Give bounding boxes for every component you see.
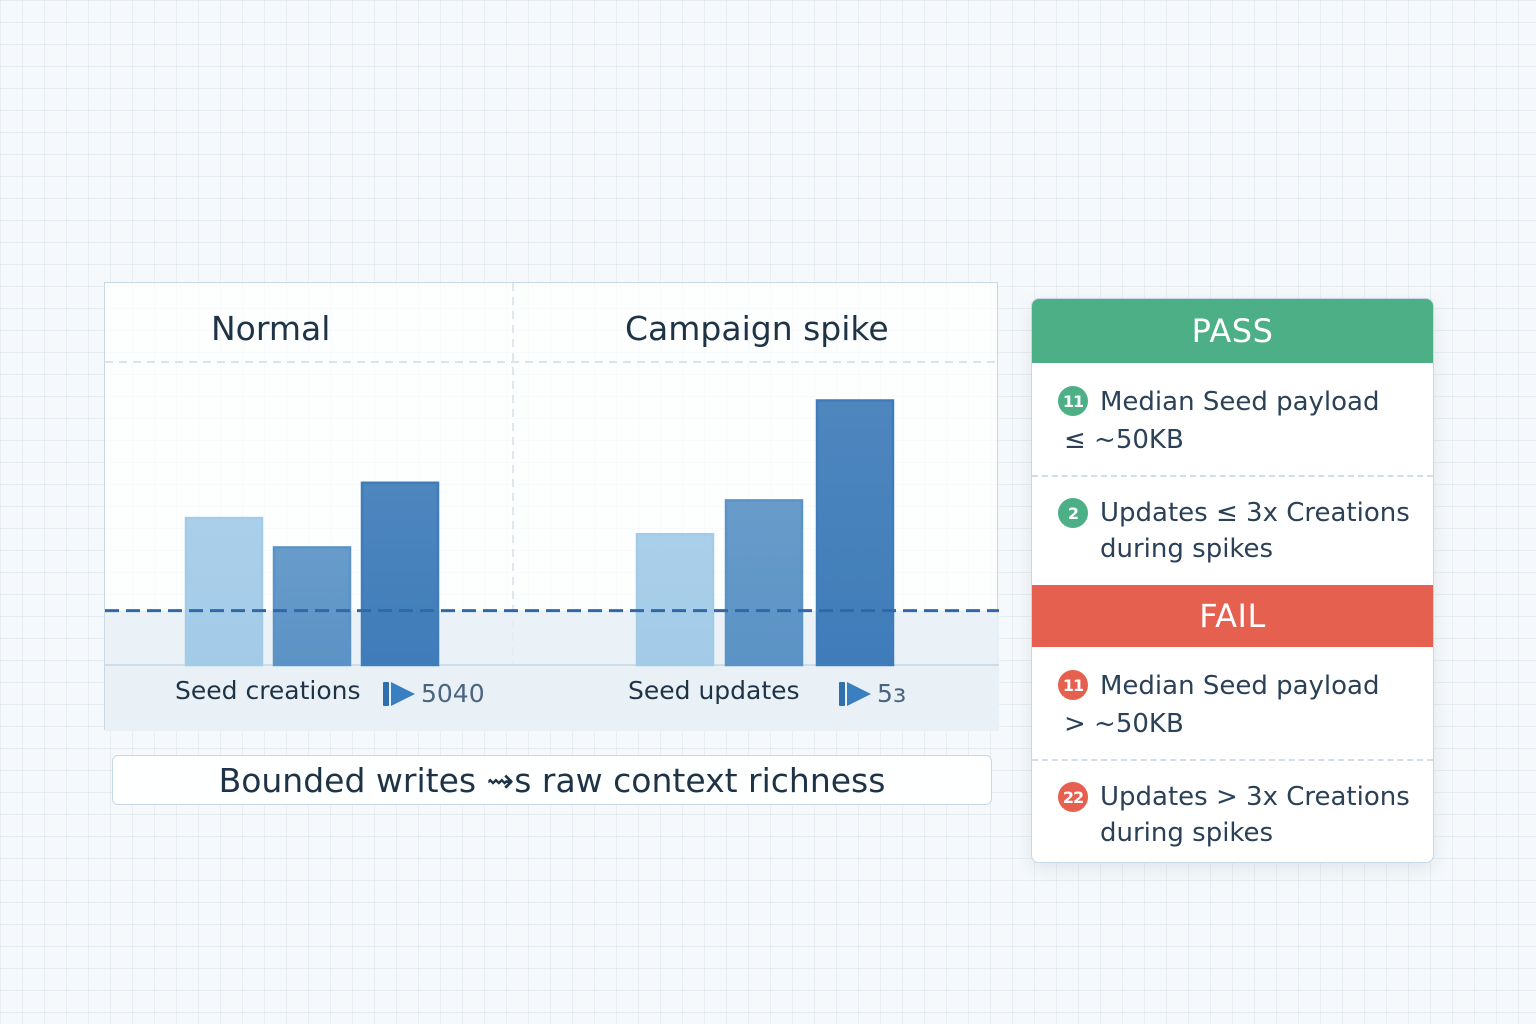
caption-box: Bounded writes ⇝s raw context richness — [112, 755, 992, 805]
bar-1-2 — [272, 546, 352, 667]
bar-1-3 — [360, 481, 440, 667]
pass-header: PASS — [1032, 299, 1433, 363]
play-marker-icon — [383, 681, 417, 707]
number-badge: 2 — [1058, 498, 1088, 528]
group-label-seed-updates: Seed updates — [628, 676, 800, 705]
marker-value-spike: 5з — [877, 679, 907, 708]
criterion-line: during spikes — [1100, 818, 1274, 848]
criterion-line: Median Seed payload — [1100, 671, 1380, 701]
play-marker-icon — [839, 681, 873, 707]
caption-text: Bounded writes ⇝s raw context richness — [218, 760, 886, 800]
value-marker-normal: 5040 — [383, 679, 485, 708]
pass-criterion-1: 11 Median Seed payload ≤ ~50KB — [1032, 363, 1433, 475]
pass-criterion-2: 2 Updates ≤ 3x Creations during spikes — [1032, 475, 1433, 585]
criterion-line: Median Seed payload — [1100, 387, 1380, 417]
fail-criterion-1: 11 Median Seed payload > ~50KB — [1032, 647, 1433, 759]
chart-panel: Normal Campaign spike Seed creations 504… — [104, 282, 999, 731]
value-marker-spike: 5з — [839, 679, 906, 708]
criterion-line: Updates > 3x Creations — [1100, 782, 1410, 812]
bar-1-1 — [184, 516, 264, 667]
criterion-line: ≤ ~50KB — [1064, 425, 1184, 455]
criterion-line: > ~50KB — [1064, 709, 1184, 739]
panel-title-normal: Normal — [211, 309, 331, 348]
criteria-card: PASS 11 Median Seed payload ≤ ~50KB 2 Up… — [1031, 298, 1434, 863]
group-label-seed-creations: Seed creations — [175, 676, 361, 705]
bar-2-2 — [724, 499, 804, 667]
criterion-line: Updates ≤ 3x Creations — [1100, 498, 1410, 528]
fail-criterion-2: 22 Updates > 3x Creations during spikes — [1032, 759, 1433, 862]
number-badge: 11 — [1058, 386, 1088, 416]
bar-2-1 — [635, 532, 715, 667]
bar-chart — [105, 283, 999, 731]
fail-header: FAIL — [1032, 585, 1433, 647]
bar-2-3 — [815, 399, 895, 667]
marker-value-normal: 5040 — [421, 679, 485, 708]
number-badge: 11 — [1058, 670, 1088, 700]
number-badge: 22 — [1058, 782, 1088, 812]
criterion-line: during spikes — [1100, 534, 1274, 564]
panel-title-campaign-spike: Campaign spike — [625, 309, 889, 348]
